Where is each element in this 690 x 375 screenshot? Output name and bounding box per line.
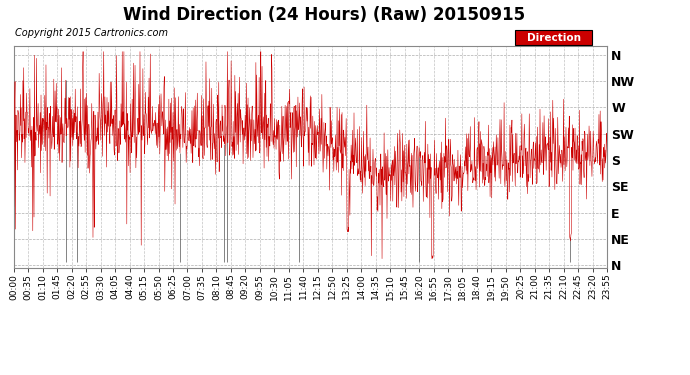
Text: Direction: Direction [526, 33, 581, 42]
Text: Copyright 2015 Cartronics.com: Copyright 2015 Cartronics.com [15, 28, 168, 38]
Text: Wind Direction (24 Hours) (Raw) 20150915: Wind Direction (24 Hours) (Raw) 20150915 [124, 6, 525, 24]
FancyBboxPatch shape [515, 30, 592, 45]
